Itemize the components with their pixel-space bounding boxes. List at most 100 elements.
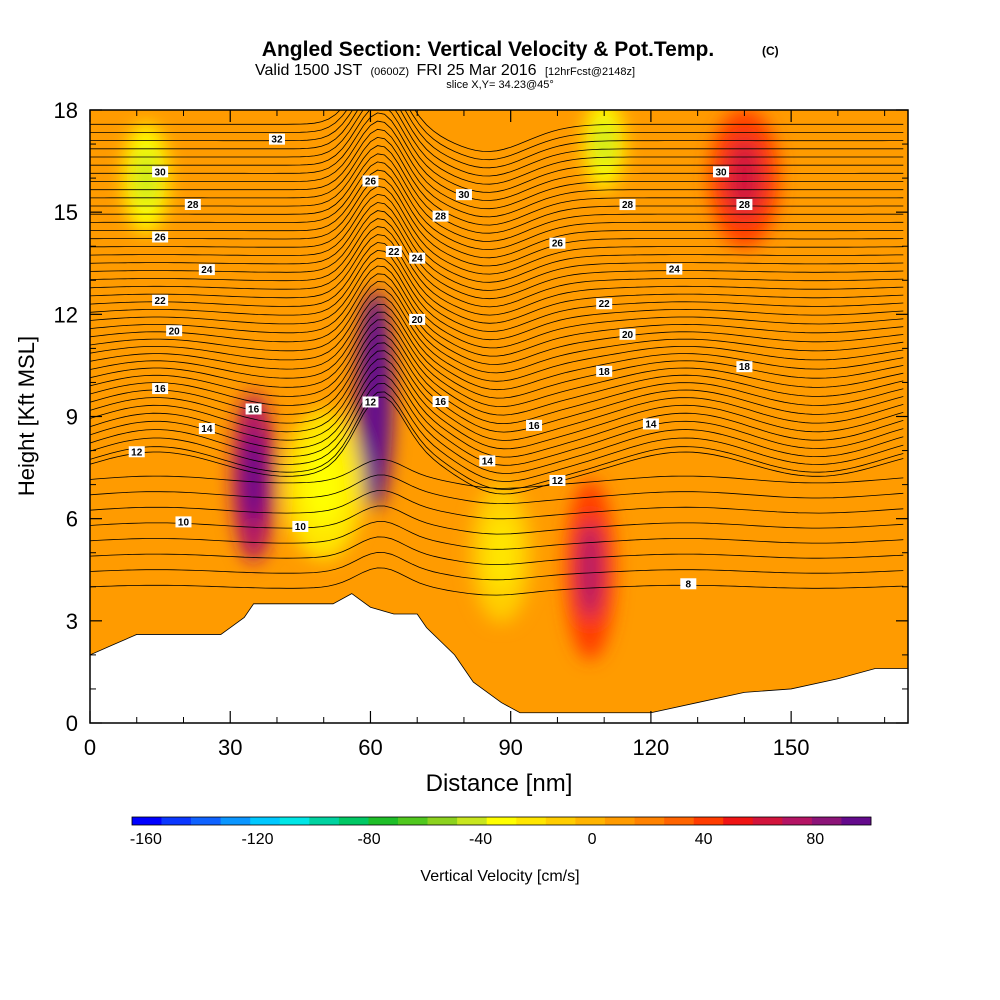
y-tick-label: 6 [66, 507, 78, 532]
x-tick-label: 30 [218, 735, 242, 760]
contour-label-text: 20 [622, 330, 634, 341]
theta-contour-line [90, 110, 904, 177]
theta-contour-line [90, 257, 904, 349]
colorbar-swatch [841, 817, 872, 825]
colorbar-tick-label: -80 [357, 831, 380, 848]
chart-title: Angled Section: Vertical Velocity & Pot.… [262, 38, 714, 61]
colorbar-tick-label: -120 [241, 831, 273, 848]
contour-label: 12 [128, 446, 145, 458]
theta-contour-line [90, 288, 904, 382]
axes: 0 30 60 90 120 150 0 3 6 9 12 15 18 [54, 98, 908, 760]
velocity-cell-core [135, 147, 158, 209]
theta-contour-line [90, 304, 904, 399]
y-tick-label: 9 [66, 405, 78, 430]
theta-contour-line [90, 210, 904, 300]
velocity-cell-core [303, 443, 344, 526]
theta-contour-line [90, 334, 904, 433]
colorbar-swatch [132, 817, 162, 825]
contour-label-text: 16 [155, 384, 167, 395]
theta-contour-line [90, 226, 904, 316]
contour-label: 16 [152, 383, 169, 395]
contour-label-text: 12 [365, 397, 377, 408]
contour-label-text: 30 [458, 190, 470, 201]
colorbar-swatch [309, 817, 340, 825]
contour-label: 18 [736, 361, 753, 373]
theta-contour-line [90, 112, 904, 201]
plot-area: 8 10 10 12 12 12 14 14 14 16 16 16 16 18 18 20 20 20 22 22 2… [90, 110, 908, 723]
theta-contour-line [90, 366, 904, 466]
theta-contour-line [90, 521, 904, 550]
contour-label: 20 [619, 328, 636, 341]
colorbar-swatch [693, 817, 724, 825]
contour-label: 16 [245, 403, 262, 415]
y-tick-label: 12 [54, 302, 78, 327]
contour-label: 12 [362, 396, 379, 408]
contour-label-text: 20 [412, 315, 424, 326]
theta-contour-line [90, 382, 904, 482]
colorbar-swatch [664, 817, 694, 825]
slice-info: slice X,Y= 34.23@45° [446, 79, 554, 91]
contour-label-text: 20 [169, 326, 181, 337]
contour-label-text: 12 [552, 476, 564, 487]
colorbar: -160 -120 -80 -40 0 40 80 [130, 816, 872, 848]
colorbar-swatch [398, 817, 428, 825]
contour-label: 14 [642, 418, 659, 430]
colorbar-label: Vertical Velocity [cm/s] [420, 868, 579, 885]
x-tick-label: 90 [498, 735, 522, 760]
theta-contour-line [90, 120, 904, 210]
contour-label: 26 [152, 231, 169, 243]
contour-label-text: 16 [248, 404, 260, 415]
theta-contour-line [90, 536, 904, 566]
terrain-mask [90, 593, 908, 723]
colorbar-tick-label: -160 [130, 831, 162, 848]
colorbar-swatch [723, 817, 754, 825]
contour-label-text: 24 [201, 265, 213, 276]
theta-contour-line [90, 358, 904, 458]
theta-contour-line [90, 490, 904, 520]
theta-contour-line [90, 161, 904, 251]
colorbar-swatch [752, 817, 783, 825]
colorbar-swatch [811, 817, 842, 825]
x-tick-label: 60 [358, 735, 382, 760]
colorbar-swatch [191, 817, 221, 825]
contour-label-text: 30 [155, 167, 167, 178]
theta-contour-line [90, 110, 904, 152]
contour-label-text: 28 [435, 212, 447, 223]
contour-label: 24 [409, 252, 426, 265]
theta-contour-line [90, 459, 904, 489]
theta-contour-line [90, 234, 904, 324]
colorbar-swatch [457, 817, 488, 825]
contour-label: 28 [184, 198, 201, 211]
contour-label-text: 24 [412, 254, 424, 265]
contour-label-text: 28 [622, 200, 634, 211]
colorbar-swatch [545, 817, 576, 825]
contour-label: 16 [526, 419, 543, 432]
theta-contours [90, 110, 904, 596]
theta-contour-line [90, 177, 904, 267]
y-tick-label: 0 [66, 711, 78, 736]
colorbar-tick-label: -40 [469, 831, 492, 848]
velocity-cell-core [594, 119, 615, 169]
theta-contour-line [90, 145, 904, 234]
theta-contour-line [90, 110, 904, 193]
contour-label-text: 14 [201, 424, 213, 435]
contour-label: 32 [268, 133, 285, 146]
colorbar-swatch [279, 817, 310, 825]
theta-contour-line [90, 567, 904, 596]
contour-label-text: 10 [295, 522, 307, 533]
contour-label-text: 22 [388, 247, 400, 258]
contour-label: 10 [292, 520, 309, 533]
theta-contour-line [90, 265, 904, 357]
colorbar-swatch [368, 817, 399, 825]
theta-contour-line [90, 273, 904, 365]
contour-label: 22 [385, 245, 402, 258]
contour-label: 20 [409, 313, 426, 326]
theta-contour-line [90, 474, 904, 505]
y-axis-label: Height [Kft MSL] [14, 336, 39, 496]
contour-label-text: 28 [739, 200, 751, 211]
colorbar-tick-label: 40 [695, 831, 713, 848]
chart-title-copyright: (C) [762, 44, 779, 58]
theta-contour-line [90, 505, 904, 535]
contour-label-text: 14 [482, 456, 494, 467]
contour-label: 30 [152, 166, 169, 178]
